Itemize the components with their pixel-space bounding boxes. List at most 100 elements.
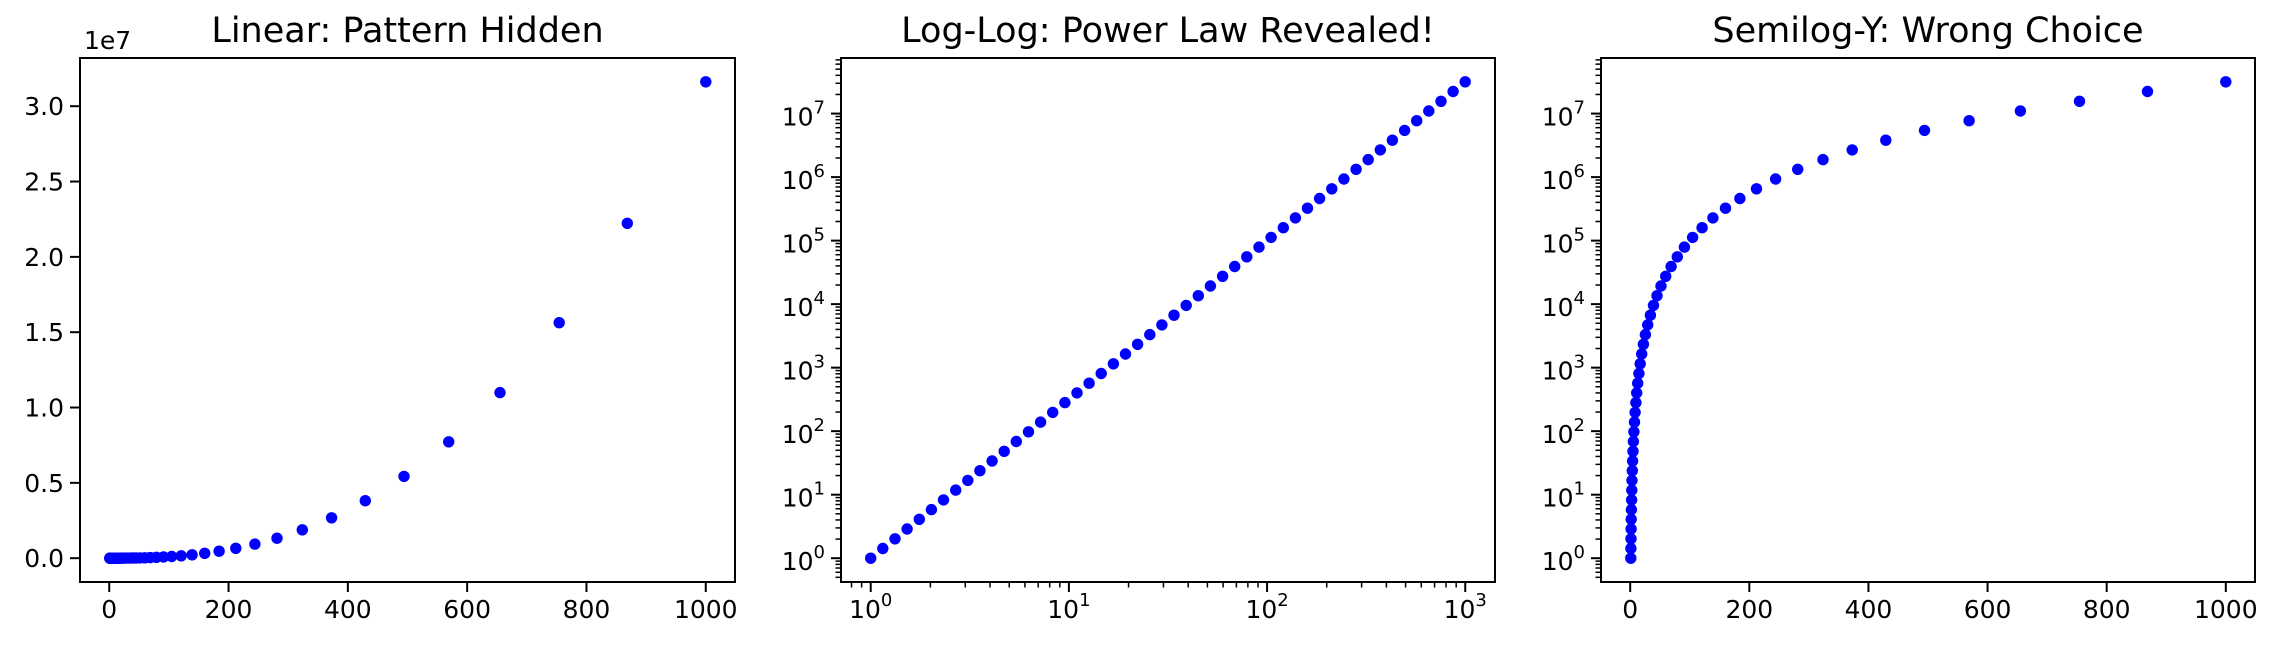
- y-tick-label: 1.5: [24, 318, 64, 347]
- x-tick-label: 600: [1964, 595, 2012, 624]
- y-tick-label: 0.0: [24, 544, 64, 573]
- data-point: [157, 551, 170, 563]
- data-point: [296, 524, 308, 536]
- data-point: [1435, 95, 1447, 108]
- data-point: [1350, 163, 1362, 175]
- data-point: [494, 386, 506, 399]
- y-tick-label: 2.5: [24, 168, 64, 197]
- data-point: [877, 542, 889, 555]
- data-point: [1651, 290, 1663, 302]
- y-tick-label: 105: [782, 225, 825, 259]
- data-point: [1059, 396, 1071, 409]
- data-point: [1660, 270, 1672, 282]
- data-point: [1630, 396, 1642, 409]
- y-tick-label: 100: [782, 542, 825, 576]
- y-tick-label: 102: [1542, 415, 1585, 449]
- x-tick-label: 200: [205, 595, 253, 624]
- data-point: [1241, 251, 1253, 263]
- x-tick-label: 200: [1725, 595, 1773, 624]
- data-point: [1253, 241, 1265, 253]
- data-point: [1626, 455, 1639, 467]
- y-tick-label: 101: [782, 479, 825, 513]
- x-tick-label: 400: [324, 595, 372, 624]
- x-tick-label: 800: [563, 595, 611, 624]
- data-point: [1022, 426, 1035, 438]
- y-tick-label: 100: [1542, 542, 1585, 576]
- data-point: [1047, 406, 1059, 419]
- y-tick-label: 106: [1542, 161, 1585, 195]
- data-point: [998, 445, 1010, 457]
- y-tick-label: 104: [1542, 288, 1585, 322]
- data-point: [1168, 309, 1180, 321]
- data-point: [1626, 474, 1638, 487]
- data-point: [1192, 290, 1205, 302]
- y-tick-label: 104: [782, 288, 825, 322]
- data-point: [1083, 377, 1095, 389]
- y-tick-label: 106: [782, 161, 825, 195]
- data-point: [1637, 338, 1650, 350]
- data-point: [700, 76, 712, 88]
- y-tick-label: 102: [782, 415, 825, 449]
- data-point: [1639, 328, 1652, 341]
- data-point: [1301, 202, 1314, 214]
- data-point: [359, 495, 371, 507]
- data-point: [1386, 134, 1399, 146]
- data-point: [186, 549, 198, 561]
- subplot-title: Log-Log: Power Law Revealed!: [901, 11, 1435, 51]
- y-tick-label: 3.0: [24, 92, 64, 121]
- data-point: [1459, 76, 1471, 88]
- y-tick-label: 101: [1542, 479, 1585, 513]
- data-point: [1633, 367, 1645, 380]
- data-point: [974, 465, 986, 477]
- subplot-1: Linear: Pattern Hidden 0 200 400 600 800 1000 0…: [24, 11, 737, 624]
- data-point: [1686, 231, 1699, 244]
- data-point: [1734, 192, 1746, 205]
- data-point: [398, 470, 410, 483]
- data-point: [249, 538, 261, 550]
- data-point: [1647, 299, 1660, 312]
- data-point: [1636, 348, 1648, 360]
- data-point: [1398, 124, 1411, 137]
- y-tick-label: 105: [1542, 225, 1585, 259]
- data-point: [1963, 115, 1975, 127]
- data-point: [1644, 309, 1657, 321]
- data-point: [937, 494, 950, 506]
- data-point: [1918, 124, 1931, 137]
- scatter-series: [1625, 76, 2232, 564]
- data-point: [1817, 153, 1829, 166]
- data-point: [1632, 377, 1644, 389]
- data-point: [1156, 319, 1168, 331]
- data-point: [1880, 134, 1892, 146]
- data-point: [1625, 542, 1637, 555]
- data-point: [1447, 85, 1459, 98]
- data-point: [166, 550, 178, 563]
- data-point: [553, 317, 565, 329]
- data-point: [1625, 494, 1638, 506]
- data-point: [1119, 348, 1132, 360]
- data-point: [1326, 183, 1338, 195]
- data-point: [1216, 270, 1229, 282]
- x-tick-label: 800: [2083, 595, 2131, 624]
- data-point: [1374, 144, 1387, 156]
- data-point: [1627, 445, 1639, 457]
- data-point: [1180, 299, 1192, 312]
- data-point: [199, 547, 211, 559]
- axes-frame: [79, 57, 736, 583]
- x-tick-label: 600: [443, 595, 491, 624]
- x-tick-label: 101: [1047, 590, 1090, 624]
- data-point: [1071, 387, 1083, 399]
- data-point: [1642, 319, 1654, 331]
- subplot-3: Semilog-Y: Wrong Choice 0 200 400 600 800 1000…: [1542, 11, 2258, 624]
- data-point: [2014, 105, 2027, 117]
- data-point: [901, 523, 913, 535]
- data-point: [1204, 280, 1217, 292]
- data-point: [1628, 426, 1640, 438]
- data-point: [1338, 173, 1350, 185]
- data-point: [1625, 513, 1637, 525]
- data-point: [1627, 435, 1640, 448]
- data-point: [962, 474, 974, 487]
- x-tick-label: 100: [849, 590, 892, 624]
- subplot-title: Semilog-Y: Wrong Choice: [1712, 11, 2143, 51]
